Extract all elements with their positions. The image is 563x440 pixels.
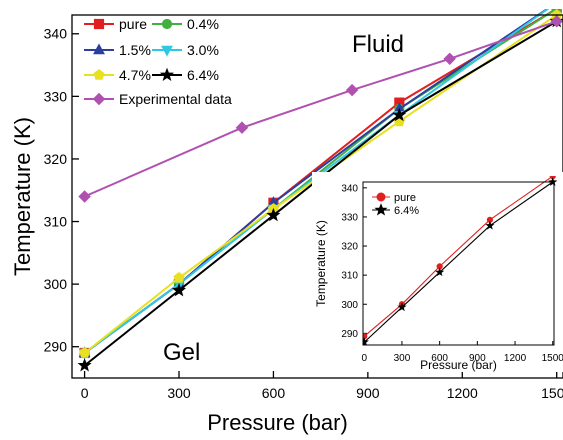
- gel-region-label: Gel: [163, 339, 200, 366]
- main-series-6: [78, 14, 563, 203]
- inset-y-tick-label: 300: [341, 300, 358, 311]
- main-y-axis-title: Temperature (K): [10, 117, 35, 276]
- main-series-group: [77, 0, 563, 372]
- legend-swatch-marker: [93, 69, 105, 80]
- legend-swatch-marker: [92, 92, 106, 106]
- inset-legend-swatch-marker: [376, 192, 386, 202]
- legend-item: 3.0%: [152, 42, 219, 58]
- main-axes: 0 300 600 900 1200 1500 290 300 310 320 330 340: [44, 26, 563, 401]
- inset-legend-item: 6.4%: [372, 203, 419, 217]
- legend-item: Experimental data: [84, 91, 232, 107]
- main-x-tick-label: 0: [81, 385, 89, 401]
- main-plot: 0 300 600 900 1200 1500 290 300 310 320 330 340 Pres…: [10, 0, 563, 435]
- main-x-tick-label: 1200: [447, 385, 478, 401]
- inset-series-1: [363, 177, 558, 345]
- inset-data-point: [435, 267, 445, 277]
- inset-y-tick-label: 290: [341, 329, 358, 340]
- legend-label: 3.0%: [187, 42, 219, 58]
- main-y-tick-label: 340: [44, 26, 68, 42]
- main-x-tick-label: 1500: [541, 385, 563, 401]
- main-data-point: [79, 347, 91, 358]
- main-y-tick-label: 320: [44, 151, 68, 167]
- fluid-region-label: Fluid: [352, 31, 404, 58]
- legend-item: 6.4%: [152, 67, 219, 83]
- main-data-point: [392, 107, 407, 122]
- inset-x-tick-label: 1200: [504, 353, 527, 364]
- legend-swatch-marker: [93, 43, 105, 55]
- main-x-axis-title: Pressure (bar): [207, 410, 348, 435]
- inset-x-tick-label: 600: [431, 353, 448, 364]
- inset-legend-item: pure: [372, 192, 416, 204]
- legend-swatch-marker: [93, 18, 105, 30]
- inset-x-tick-label: 300: [394, 353, 411, 364]
- inset-data-point: [363, 337, 369, 345]
- inset-x-tick-label: 1500: [542, 353, 563, 364]
- main-frame: [71, 14, 563, 379]
- main-y-tick-label: 330: [44, 88, 68, 104]
- main-y-tick-label: 310: [44, 213, 68, 229]
- main-data-point: [173, 271, 185, 283]
- inset-axes: 0 300 600 900 1200 1500 290 300 310 320 330 340: [341, 183, 563, 364]
- legend-swatch-marker: [159, 67, 175, 81]
- inset-legend-swatch-marker: [374, 203, 388, 216]
- inset-x-tick-label: 0: [361, 353, 367, 364]
- main-y-tick-label: 290: [44, 339, 68, 355]
- main-x-tick-label: 600: [262, 385, 286, 401]
- main-x-tick-label: 900: [356, 385, 380, 401]
- legend-swatch-marker: [161, 18, 173, 30]
- legend-label: 0.4%: [187, 16, 219, 32]
- inset-x-axis-title: Pressure (bar): [420, 358, 497, 372]
- inset-y-tick-label: 330: [341, 212, 358, 223]
- inset-plot: 0 300 600 900 1200 1500 290 300 310 320 330 340 Pres…: [314, 176, 563, 372]
- inset-legend-label: pure: [394, 192, 416, 204]
- legend-item: 1.5%: [84, 42, 151, 58]
- main-data-point: [235, 121, 249, 134]
- inset-plot-background: [363, 182, 554, 345]
- main-x-tick-label: 300: [167, 385, 191, 401]
- legend-label: Experimental data: [119, 91, 232, 107]
- inset-data-point: [485, 220, 495, 230]
- inset-y-tick-label: 320: [341, 242, 358, 253]
- inset-frame: [362, 181, 555, 346]
- main-data-point: [171, 283, 187, 297]
- legend-label: pure: [119, 16, 147, 32]
- inset-y-axis-title: Temperature (K): [314, 220, 328, 307]
- main-data-point: [266, 207, 281, 222]
- main-data-point: [345, 83, 359, 97]
- legend-item: 4.7%: [84, 67, 151, 83]
- legend-label: 1.5%: [119, 42, 151, 58]
- inset-y-tick-label: 310: [341, 271, 358, 282]
- main-legend: pure 0.4% 1.5% 3.0% 4.7% 6.4% Experimental dat…: [84, 16, 232, 107]
- legend-item: pure: [84, 16, 147, 32]
- inset-x-tick-label: 900: [469, 353, 486, 364]
- inset-data-point: [397, 302, 407, 312]
- main-data-point: [78, 190, 91, 203]
- main-y-tick-label: 300: [44, 276, 68, 292]
- inset-y-tick-label: 340: [341, 183, 358, 194]
- main-data-point: [443, 52, 456, 66]
- main-data-point: [550, 14, 563, 28]
- legend-swatch-marker: [161, 45, 173, 57]
- legend-label: 4.7%: [119, 67, 151, 83]
- inset-legend-label: 6.4%: [394, 205, 419, 217]
- main-data-point: [77, 358, 92, 372]
- legend-label: 6.4%: [187, 67, 219, 83]
- main-data-point: [556, 9, 557, 10]
- inset-series-group: [363, 176, 558, 345]
- legend-item: 0.4%: [152, 16, 219, 32]
- main-data-point: [552, 0, 562, 6]
